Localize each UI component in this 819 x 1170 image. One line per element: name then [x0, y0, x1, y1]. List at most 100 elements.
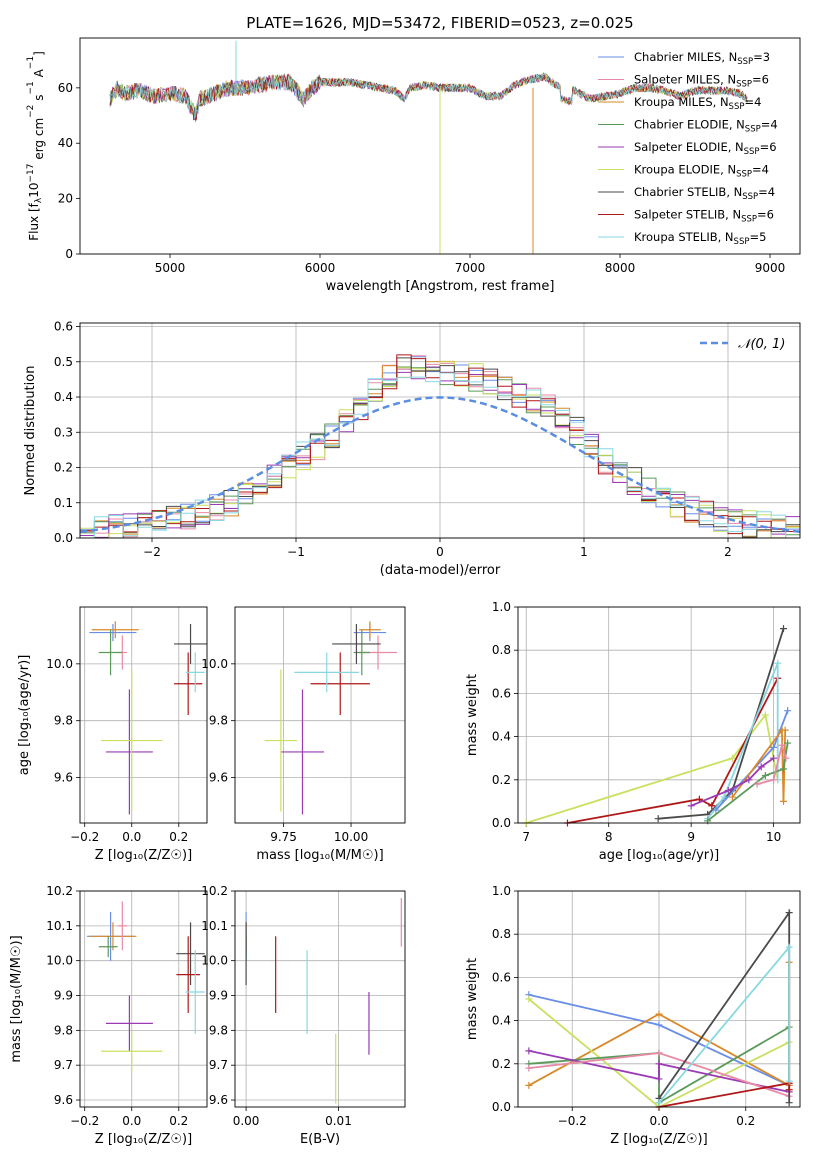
y-tick-label: 0.0 [54, 531, 73, 545]
x-axis-label: Z [log₁₀(Z/Z☉)] [95, 848, 192, 863]
legend-item-salpeter-miles: Salpeter MILES, NSSP=6 [598, 73, 769, 90]
errorbar-salpeter-miles [117, 901, 128, 951]
y-axis-label: Flux [fλ10−17 erg cm−2 s−1 A−1] [26, 51, 46, 241]
x-axis-label: (data-model)/error [380, 563, 501, 578]
x-tick-label: 9 [687, 830, 695, 844]
series-marker [525, 995, 533, 1003]
series-marker [770, 743, 778, 751]
y-tick-label: 9.9 [209, 989, 228, 1003]
legend-label-text: Salpeter MILES, N [634, 73, 736, 87]
y-tick-label: 0.8 [492, 643, 511, 657]
series-line-chabrier-elodie [707, 742, 789, 822]
legend-label-text: Kroupa MILES, N [634, 95, 729, 109]
series-line-kroupa-elodie [528, 998, 790, 1107]
legend-label-value: =4 [758, 185, 775, 199]
x-tick-label: 0.0 [649, 1114, 668, 1128]
legend-item-salpeter-elodie: Salpeter ELODIE, NSSP=6 [598, 140, 777, 157]
y-tick-label: 40 [58, 136, 73, 150]
series-marker [770, 754, 778, 762]
x-tick-label: 9000 [755, 261, 786, 275]
y-label-part: −17 [26, 164, 36, 183]
y-tick-label: 0 [65, 247, 73, 261]
series-marker [655, 1021, 663, 1029]
x-tick-label: −0.2 [70, 1114, 99, 1128]
legend-label-text: Chabrier STELIB, N [634, 185, 742, 199]
legend-item-chabrier-elodie: Chabrier ELODIE, NSSP=4 [598, 118, 778, 135]
plot-frame [79, 37, 801, 255]
x-tick-label: 7 [522, 830, 530, 844]
series-marker [687, 802, 695, 810]
y-tick-label: 9.8 [54, 714, 73, 728]
y-label-part: λ [34, 197, 44, 203]
legend-label-value: =6 [757, 208, 774, 222]
errorbar-salpeter-stelib [310, 652, 370, 715]
figure-title: PLATE=1626, MJD=53472, FIBERID=0523, z=0… [246, 14, 633, 32]
y-label-part: Flux [f [27, 202, 41, 240]
y-tick-label: 0.2 [492, 1057, 511, 1071]
series-marker [774, 659, 782, 667]
gaussian-curve [80, 396, 800, 534]
y-tick-label: 1.0 [492, 884, 511, 898]
series-marker [761, 711, 769, 719]
errorbar-kroupa-stelib [294, 652, 360, 693]
series-marker [720, 793, 728, 801]
y-tick-label: 0.3 [54, 425, 73, 439]
y-tick-label: 9.7 [209, 1058, 228, 1072]
x-tick-label: −2 [143, 545, 161, 559]
legend-label-sub: SSP [744, 147, 760, 157]
series-marker [655, 1060, 663, 1068]
legend-item-kroupa-stelib: Kroupa STELIB, NSSP=5 [598, 230, 766, 247]
y-label-part: erg cm [32, 118, 46, 164]
series-marker [780, 625, 788, 633]
x-tick-label: −1 [287, 545, 305, 559]
legend-label-value: =5 [749, 230, 766, 244]
x-tick-label: 10 [766, 830, 781, 844]
plot-frame [79, 606, 208, 824]
series-marker [728, 793, 736, 801]
series-marker [781, 726, 789, 734]
x-axis-label: Z [log₁₀(Z/Z☉)] [610, 1132, 707, 1147]
errorbar-kroupa-miles [359, 621, 381, 639]
x-tick-label: 9.75 [270, 830, 297, 844]
mass-vs-z-panel: −0.2 0.0 0.2 9.6 9.7 9.8 9.9 10.0 10.1 10.2 Z [log… [9, 884, 208, 1147]
x-tick-label: −0.2 [70, 830, 99, 844]
errorbar-kroupa-stelib [185, 950, 205, 1034]
series-marker [525, 1047, 533, 1055]
x-tick-label: 1 [580, 545, 588, 559]
y-tick-label: 9.6 [209, 771, 228, 785]
legend-label: Kroupa MILES, NSSP=4 [634, 95, 761, 112]
x-tick-label: 0.00 [233, 1114, 260, 1128]
legend-item-kroupa-miles: Kroupa MILES, NSSP=4 [598, 95, 761, 112]
series-marker [785, 1099, 793, 1107]
legend-label: Salpeter STELIB, NSSP=6 [634, 208, 774, 225]
errorbar-kroupa-elodie [101, 669, 163, 812]
y-tick-label: 60 [58, 81, 73, 95]
x-tick-label: −0.2 [558, 1114, 587, 1128]
errorbar-chabrier-elodie [98, 936, 118, 958]
y-label-part: −1 [26, 81, 36, 94]
errorbar-kroupa-miles [89, 922, 137, 951]
y-tick-label: 0.4 [492, 730, 511, 744]
y-label-part: A [32, 68, 46, 81]
series-marker [785, 909, 793, 917]
errorbar-kroupa-stelib [185, 652, 205, 693]
plot-frame [79, 890, 208, 1108]
series-marker [745, 776, 753, 784]
legend-label: Salpeter MILES, NSSP=6 [634, 73, 769, 90]
residuals-panel: −2 −1 0 1 2 0.0 0.1 0.2 0.3 0.4 0.5 0.6 (data-model)… [23, 320, 801, 578]
y-axis-label: age [log₁₀(age/yr)] [17, 655, 32, 776]
series-marker [525, 1064, 533, 1072]
series-marker [785, 1086, 793, 1094]
series-marker [728, 754, 736, 762]
legend-label-text: Chabrier ELODIE, N [634, 118, 745, 132]
series-marker [785, 943, 793, 951]
mass-weight-vs-z-panel: −0.2 0.0 0.2 0.0 0.2 0.4 0.6 0.8 1.0 Z [log₁₀(Z/Z… [465, 884, 801, 1147]
y-tick-label: 10.0 [201, 657, 228, 671]
series-line-salpeter-miles [756, 741, 787, 785]
legend-label-sub: SSP [742, 192, 758, 202]
x-axis-label: age [log₁₀(age/yr)] [599, 848, 720, 863]
plot-frame [234, 606, 406, 824]
legend-label-text: Kroupa STELIB, N [634, 230, 734, 244]
y-tick-label: 10.0 [201, 954, 228, 968]
legend-label-sub: SSP [737, 57, 753, 67]
